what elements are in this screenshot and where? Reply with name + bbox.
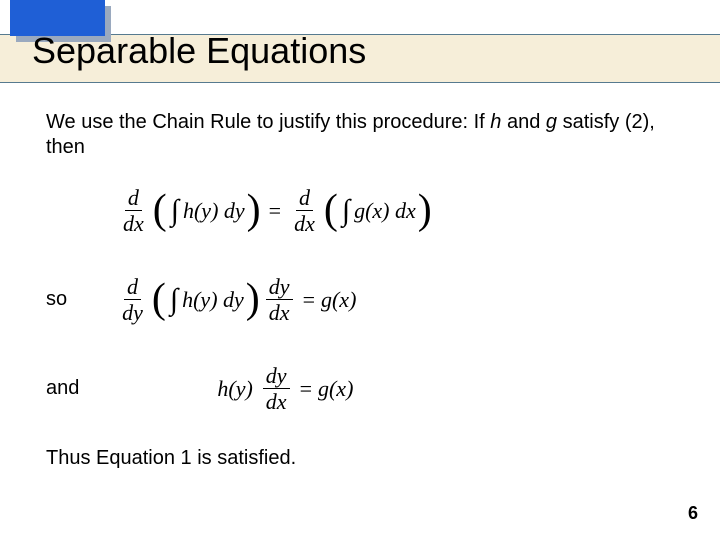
- eq1-lhs-int: h(y) dy: [183, 197, 245, 225]
- eq1-rhs-den: dx: [291, 211, 318, 235]
- eq2-rhs: g(x): [321, 286, 356, 314]
- page-number: 6: [688, 503, 698, 524]
- eq2-f1-num: d: [124, 275, 141, 300]
- eq2-int: h(y) dy: [182, 286, 244, 314]
- rparen-icon: ): [246, 281, 260, 319]
- equation-1-row: ddx ( ∫ h(y) dy ) = ddx ( ∫ g(x) dx ): [46, 186, 676, 235]
- integral-icon: ∫: [171, 192, 179, 230]
- intro-mid1: and: [501, 111, 545, 133]
- eq3-lhs-fn: h(y): [217, 375, 252, 403]
- eq2-lead: so: [46, 287, 67, 312]
- equation-3: h(y) dydx = g(x): [217, 364, 353, 413]
- eq3-f-num: dy: [263, 364, 290, 389]
- lparen-icon: (: [153, 192, 167, 230]
- eq2-f2-num: dy: [266, 275, 293, 300]
- conclusion-text: Thus Equation 1 is satisfied.: [46, 446, 676, 471]
- rparen-icon: ): [418, 192, 432, 230]
- lparen-icon: (: [324, 192, 338, 230]
- equation-2: ddy ( ∫ h(y) dy ) dydx = g(x): [115, 275, 356, 324]
- eq3-lead: and: [46, 376, 79, 401]
- eq1-lhs-num: d: [125, 186, 142, 211]
- slide: Separable Equations We use the Chain Rul…: [0, 0, 720, 540]
- integral-icon: ∫: [170, 281, 178, 319]
- intro-prefix: We use the Chain Rule to justify this pr…: [46, 111, 490, 133]
- equation-1: ddx ( ∫ h(y) dy ) = ddx ( ∫ g(x) dx ): [116, 186, 434, 235]
- title-rule-bottom: [0, 82, 720, 83]
- equation-2-row: so ddy ( ∫ h(y) dy ) dydx = g(x): [46, 275, 676, 324]
- eq1-rhs-num: d: [296, 186, 313, 211]
- slide-body: We use the Chain Rule to justify this pr…: [46, 110, 676, 471]
- eq2-f2-den: dx: [266, 300, 293, 324]
- eq2-f1-den: dy: [119, 300, 146, 324]
- var-g: g: [546, 111, 557, 133]
- rparen-icon: ): [247, 192, 261, 230]
- eq1-rhs-int: g(x) dx: [354, 197, 416, 225]
- equation-3-row: and h(y) dydx = g(x): [46, 364, 676, 413]
- intro-text: We use the Chain Rule to justify this pr…: [46, 110, 676, 160]
- lparen-icon: (: [152, 281, 166, 319]
- page-title: Separable Equations: [32, 30, 366, 72]
- var-h: h: [490, 111, 501, 133]
- eq3-f-den: dx: [263, 389, 290, 413]
- integral-icon: ∫: [342, 192, 350, 230]
- eq3-rhs: g(x): [318, 375, 353, 403]
- eq1-lhs-den: dx: [120, 211, 147, 235]
